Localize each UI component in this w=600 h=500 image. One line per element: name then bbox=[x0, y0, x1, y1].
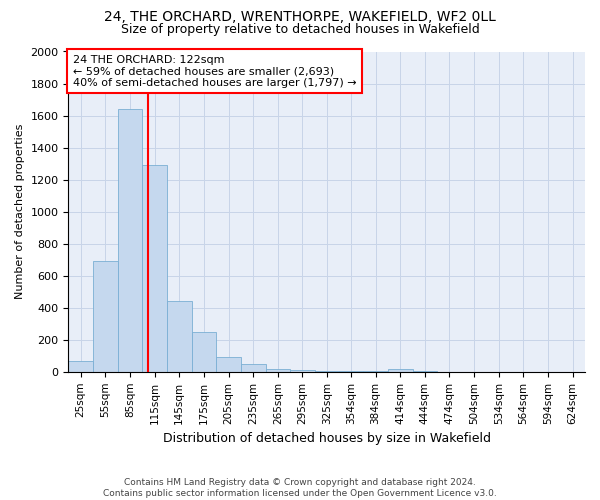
Bar bbox=[93, 262, 118, 372]
Bar bbox=[290, 370, 315, 372]
Bar bbox=[388, 370, 413, 372]
Text: 24 THE ORCHARD: 122sqm
← 59% of detached houses are smaller (2,693)
40% of semi-: 24 THE ORCHARD: 122sqm ← 59% of detached… bbox=[73, 54, 356, 88]
Bar bbox=[167, 302, 191, 372]
Text: Size of property relative to detached houses in Wakefield: Size of property relative to detached ho… bbox=[121, 22, 479, 36]
Bar bbox=[216, 358, 241, 372]
Y-axis label: Number of detached properties: Number of detached properties bbox=[15, 124, 25, 300]
Bar bbox=[142, 165, 167, 372]
Bar bbox=[191, 332, 216, 372]
Bar bbox=[315, 371, 340, 372]
X-axis label: Distribution of detached houses by size in Wakefield: Distribution of detached houses by size … bbox=[163, 432, 491, 445]
Bar bbox=[118, 109, 142, 372]
Bar bbox=[266, 368, 290, 372]
Bar bbox=[68, 362, 93, 372]
Text: 24, THE ORCHARD, WRENTHORPE, WAKEFIELD, WF2 0LL: 24, THE ORCHARD, WRENTHORPE, WAKEFIELD, … bbox=[104, 10, 496, 24]
Bar bbox=[241, 364, 266, 372]
Text: Contains HM Land Registry data © Crown copyright and database right 2024.
Contai: Contains HM Land Registry data © Crown c… bbox=[103, 478, 497, 498]
